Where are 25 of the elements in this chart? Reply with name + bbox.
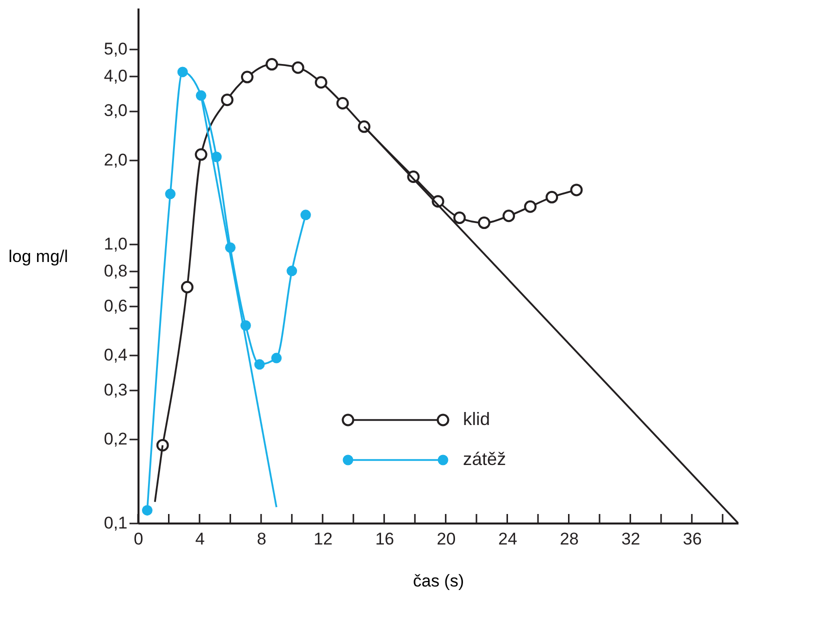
x-tick-label: 28 — [560, 530, 579, 548]
x-tick-label: 4 — [195, 530, 205, 548]
y-tick-label: 2,0 — [104, 150, 128, 170]
y-tick-label: 0,2 — [104, 429, 128, 448]
x-tick-label: 8 — [256, 530, 266, 548]
y-tick-label: 5,0 — [104, 39, 128, 58]
x-tick-label: 20 — [436, 530, 456, 548]
y-tick-label: 4,0 — [104, 66, 128, 86]
x-tick-label: 0 — [134, 530, 144, 548]
legend-label: klid — [463, 409, 490, 429]
y-tick-label: 1,0 — [104, 234, 128, 254]
legend-label: zátěž — [463, 449, 506, 469]
y-tick-label: 0,6 — [104, 296, 128, 316]
y-axis-title: log mg/l — [8, 247, 68, 266]
y-tick-label: 0,8 — [104, 261, 128, 280]
x-axis-title: čas (s) — [413, 572, 464, 590]
x-tick-label: 36 — [682, 530, 702, 548]
y-tick-label: 0,4 — [104, 345, 128, 364]
y-tick-label: 0,1 — [104, 514, 128, 532]
x-tick-label: 32 — [621, 530, 640, 548]
y-tick-label: 0,3 — [104, 380, 128, 400]
y-tick-label: 3,0 — [104, 101, 128, 120]
x-tick-label: 24 — [498, 530, 518, 548]
x-tick-label: 16 — [375, 530, 394, 548]
x-tick-label: 12 — [314, 530, 333, 548]
